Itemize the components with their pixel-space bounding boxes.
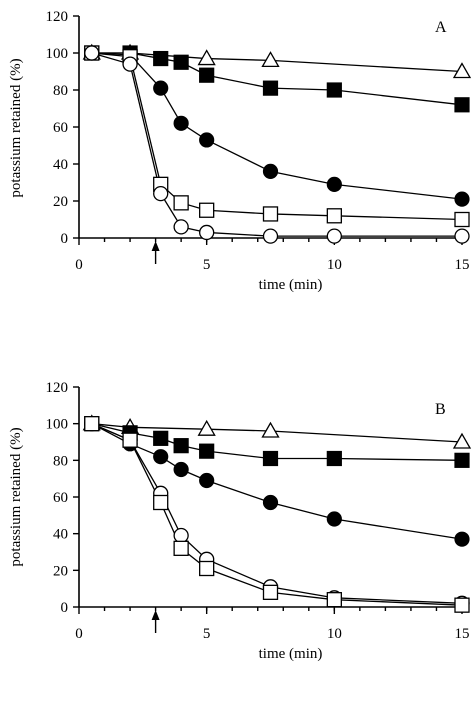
data-point-filled-circle [173,461,189,478]
data-point-open-square [173,540,189,556]
y-axis-label: potassium retained (%) [8,427,24,566]
data-point-open-triangle [452,432,472,449]
x-axis-label: time (min) [259,646,323,662]
y-tick-label: 40 [53,157,68,173]
data-point-open-square [122,432,138,448]
x-tick-label: 10 [327,257,342,273]
data-point-filled-circle [326,176,342,192]
data-point-filled-square [454,97,470,113]
x-tick-label: 0 [75,626,83,642]
data-point-filled-circle [262,494,279,511]
data-point-filled-square [173,438,189,454]
data-point-filled-square [326,450,342,467]
data-point-filled-circle [454,531,470,547]
data-point-filled-circle [326,511,342,527]
data-point-open-triangle [452,62,472,79]
y-tick-label: 60 [53,120,68,136]
panel-label: B [435,401,446,418]
chart-panel-a: 0 20 40 60 80 100 120 0 5 10 15 time (min) potassium… [8,9,472,293]
x-tick-label: 10 [327,626,342,642]
data-point-filled-circle [199,132,215,148]
y-axis-label: potassium retained (%) [8,58,24,197]
x-tick-label: 15 [455,626,470,642]
y-tick-label: 120 [46,380,69,396]
y-tick-label: 0 [61,231,69,247]
y-tick-label: 120 [46,9,69,25]
data-point-filled-circle [173,115,189,131]
series-line-open-circle [91,52,462,237]
data-point-open-circle [262,228,279,244]
data-point-filled-circle [153,80,169,96]
data-point-open-square [173,195,189,211]
data-point-open-square [454,597,470,613]
arrow-head [151,241,160,251]
x-tick-label: 5 [203,257,211,273]
data-point-open-square [262,584,279,600]
data-point-filled-square [454,452,470,468]
data-point-open-square [262,206,279,222]
data-point-open-square [199,560,215,577]
y-tick-label: 100 [46,46,69,62]
data-point-filled-circle [199,472,215,489]
series-line-open-square [91,423,463,606]
y-tick-label: 20 [53,563,68,579]
data-point-open-circle [326,228,342,244]
y-tick-label: 100 [46,417,69,433]
data-point-filled-circle [454,191,470,207]
data-point-open-circle [122,56,138,72]
x-tick-label: 5 [203,626,211,642]
data-point-filled-square [173,54,189,70]
data-point-filled-square [153,50,169,67]
data-point-open-square [199,202,215,218]
data-point-open-triangle [197,49,216,66]
x-tick-label: 0 [75,257,83,273]
x-axis-label: time (min) [259,277,323,293]
y-tick-label: 80 [53,83,68,99]
data-point-filled-square [326,82,342,98]
data-point-filled-circle [262,163,279,179]
data-point-open-square [84,416,100,432]
data-point-open-triangle [261,51,280,68]
data-point-open-square [326,592,342,608]
data-point-filled-square [262,450,279,467]
data-point-filled-square [262,80,279,96]
data-point-open-square [153,494,169,511]
data-point-open-circle [173,527,189,544]
y-tick-label: 20 [53,194,68,210]
y-tick-label: 60 [53,490,68,506]
data-point-open-triangle [261,421,280,438]
data-point-filled-square [153,430,169,446]
series-line-filled-circle [91,423,463,540]
data-point-open-circle [84,45,100,61]
data-point-open-circle [454,228,470,244]
data-point-filled-square [199,67,215,83]
series-line-open-square [91,52,463,221]
data-point-open-triangle [197,419,216,436]
arrow-head [151,610,160,620]
data-point-open-circle [173,219,189,235]
data-point-open-square [454,211,470,228]
y-tick-label: 0 [61,600,69,616]
data-point-filled-square [199,443,215,459]
y-tick-label: 80 [53,453,68,469]
data-point-filled-circle [153,449,169,465]
panel-label: A [435,19,447,36]
data-point-open-circle [199,224,215,241]
series-line-open-triangle [91,423,463,443]
x-tick-label: 15 [455,257,470,273]
chart-panel-b: 0 20 40 60 80 100 120 0 5 10 15 time (min) potassium… [8,380,472,662]
data-point-open-square [326,208,342,224]
y-tick-label: 40 [53,527,68,543]
data-point-open-circle [153,185,169,202]
